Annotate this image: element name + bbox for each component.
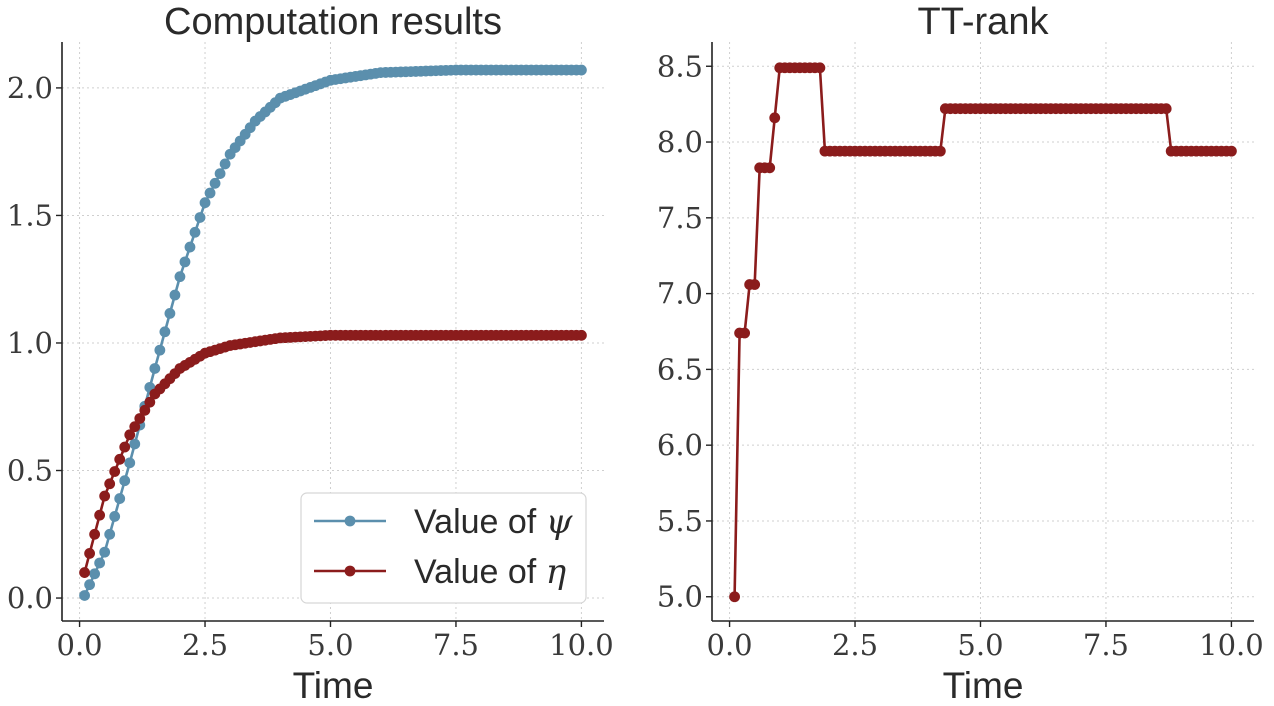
left-chart-series-1-point-11 xyxy=(134,413,146,424)
left-chart-x-tick-label-1: 2.5 xyxy=(182,628,228,662)
left-chart-series-0-point-6 xyxy=(109,511,121,522)
left-chart-series-0-point-9 xyxy=(124,457,136,469)
left-chart-series-0-point-1 xyxy=(84,579,95,591)
legend-marker-1 xyxy=(344,565,356,577)
left-chart-series-0-point-24 xyxy=(199,197,211,209)
right-chart-title: TT-rank xyxy=(918,1,1050,43)
left-chart-series-1-point-6 xyxy=(109,466,121,477)
left-chart-series-1-point-0 xyxy=(79,567,90,578)
right-chart-series-0 xyxy=(729,62,1237,603)
right-chart-series-0-point-86 xyxy=(1160,103,1172,115)
left-chart-series-0-point-17 xyxy=(164,307,176,319)
legend-label-text-0: Value of xyxy=(414,503,546,541)
left-chart-y-tick-label-1: 0.5 xyxy=(7,454,53,488)
left-chart-series-1-point-8 xyxy=(119,441,131,453)
left-chart-series-0-point-15 xyxy=(154,344,166,356)
right-chart-series-0-point-17 xyxy=(814,62,826,74)
left-chart-x-tick-label-4: 10.0 xyxy=(549,628,614,662)
left-chart-series-0-point-27 xyxy=(214,168,226,180)
left-chart-x-tick-label-2: 5.0 xyxy=(307,628,353,662)
left-chart-series-0-point-4 xyxy=(99,546,111,558)
left-chart-series-0-point-7 xyxy=(114,493,126,504)
left-chart-series-0-point-25 xyxy=(204,187,216,199)
left-chart-series-0-point-14 xyxy=(149,363,161,374)
left-chart-series-0-point-10 xyxy=(129,438,141,450)
right-chart-y-tick-label-5: 7.5 xyxy=(657,201,703,235)
legend-label-symbol-1: η xyxy=(546,552,567,592)
right-chart-x-tick-label-2: 5.0 xyxy=(957,628,1003,662)
right-chart-series-0-point-99 xyxy=(1226,145,1237,157)
right-chart-series-0-point-4 xyxy=(749,279,761,290)
left-chart-series-1-point-1 xyxy=(84,548,95,559)
left-chart-series-1 xyxy=(79,329,587,578)
left-chart-x-tick-label-0: 0.0 xyxy=(57,628,103,662)
left-chart-series-0-point-2 xyxy=(89,568,101,580)
right-chart-y-tick-label-6: 8.0 xyxy=(657,125,703,159)
left-chart-series-1-point-5 xyxy=(104,478,116,490)
right-chart-y-tick-label-0: 5.0 xyxy=(657,580,703,614)
left-chart-series-1-point-4 xyxy=(99,490,111,502)
left-chart-series-1-point-99 xyxy=(576,329,587,341)
left-chart-series-0-point-0 xyxy=(79,590,90,601)
right-chart-y-tick-label-1: 5.5 xyxy=(657,504,703,538)
legend-label-0: Value of ψ xyxy=(414,502,573,542)
left-chart-y-tick-label-4: 2.0 xyxy=(7,71,53,105)
left-chart-series-1-point-7 xyxy=(114,453,126,465)
left-chart-series-0-point-3 xyxy=(94,557,106,569)
left-chart-series-1-point-13 xyxy=(144,396,156,408)
left-chart-series-1-point-12 xyxy=(139,404,151,416)
left-chart-series-0-point-20 xyxy=(179,256,191,268)
right-chart-series-0-point-41 xyxy=(934,145,946,157)
right-chart-y-tick-label-7: 8.5 xyxy=(657,49,703,83)
left-chart-series-1-point-3 xyxy=(94,509,106,521)
right-chart-series-0-point-2 xyxy=(739,327,751,339)
left-chart-series-0-point-26 xyxy=(209,177,221,189)
left-chart-y-tick-label-0: 0.0 xyxy=(7,581,53,615)
right-chart-series-0-point-7 xyxy=(764,162,776,174)
right-chart-y-tick-label-2: 6.0 xyxy=(657,428,703,462)
left-chart-x-axis-label: Time xyxy=(293,665,374,706)
left-chart-y-tick-label-2: 1.0 xyxy=(7,326,53,360)
left-chart-series-0-point-22 xyxy=(189,226,201,238)
right-chart-x-tick-label-3: 7.5 xyxy=(1083,628,1129,662)
right-chart-x-tick-label-1: 2.5 xyxy=(832,628,878,662)
left-chart-x-tick-label-3: 7.5 xyxy=(433,628,479,662)
right-chart-y-tick-label-4: 7.0 xyxy=(657,277,703,311)
left-chart-y-tick-label-3: 1.5 xyxy=(7,198,53,232)
right-chart-x-tick-label-4: 10.0 xyxy=(1199,628,1264,662)
right-chart-y-tick-label-3: 6.5 xyxy=(657,352,703,386)
left-chart-series-0-point-99 xyxy=(576,64,587,76)
right-chart-series-0-point-8 xyxy=(769,112,781,124)
tt-rank-chart: 0.0 2.5 5.0 7.5 10.0 5.0 5.5 6.0 6.5 7.0 7.5 8.0 8.5… xyxy=(657,1,1264,706)
right-chart-series-0-line xyxy=(733,66,1232,597)
legend-label-symbol-0: ψ xyxy=(546,502,573,542)
left-chart-series-0-point-23 xyxy=(194,212,206,223)
left-chart-series-0-point-18 xyxy=(169,289,181,301)
left-chart-series-0 xyxy=(79,64,587,601)
computation-results-chart: 0.0 2.5 5.0 7.5 10.0 0.0 0.5 1.0 1.5 2.0 Computati… xyxy=(7,1,614,706)
left-chart-series-0-point-28 xyxy=(219,158,231,170)
left-chart-series-0-point-19 xyxy=(174,271,186,283)
left-chart-series-1-point-2 xyxy=(89,528,101,540)
left-chart-series-0-point-16 xyxy=(159,326,171,338)
left-chart-series-1-point-9 xyxy=(124,429,136,441)
left-chart-series-1-point-10 xyxy=(129,421,141,433)
left-chart-title: Computation results xyxy=(164,1,502,43)
right-chart-x-tick-label-0: 0.0 xyxy=(707,628,753,662)
right-chart-x-axis-label: Time xyxy=(943,665,1024,706)
legend-label-text-1: Value of xyxy=(414,553,546,591)
left-chart-series-0-point-21 xyxy=(184,241,196,253)
legend-marker-0 xyxy=(344,515,356,527)
right-chart-series-0-point-0 xyxy=(729,591,740,603)
left-chart-series-0-point-8 xyxy=(119,475,131,487)
legend-label-1: Value of η xyxy=(414,552,567,592)
left-chart-series-0-point-5 xyxy=(104,528,116,540)
